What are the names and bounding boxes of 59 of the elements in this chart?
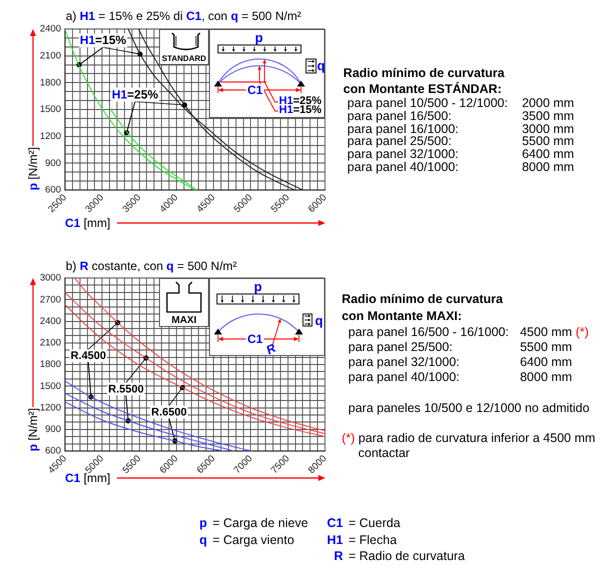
y-tick-label: 2100 xyxy=(40,50,61,62)
y-tick-label: 2700 xyxy=(40,294,61,306)
text: Radio mínimo de curvatura xyxy=(342,291,504,308)
annotation: R xyxy=(263,340,278,358)
chart-title: b) R costante, con q = 500 N/m² xyxy=(66,258,237,273)
profile-panel: MAXI xyxy=(159,278,209,327)
text: q = Carga viento xyxy=(199,532,296,548)
annotation: H1=25% xyxy=(112,88,159,102)
text: con Montante MAXI: xyxy=(342,308,463,325)
text: para panel 40/1000: 8000 mm xyxy=(347,160,574,174)
y-tick-label: 600 xyxy=(45,446,61,457)
y-tick-label: 1500 xyxy=(40,104,61,116)
annotation: MAXI xyxy=(172,315,196,327)
text: para paneles 10/500 e 12/1000 no admitido xyxy=(347,401,590,416)
text: con Montante ESTÁNDAR: xyxy=(343,81,503,98)
annotation: q xyxy=(317,58,325,74)
annotation: STANDARD xyxy=(162,54,206,64)
y-tick-label: 2100 xyxy=(40,338,61,348)
profile-panel: STANDARD xyxy=(159,29,209,65)
annotation: q xyxy=(315,313,323,328)
y-tick-label: 1500 xyxy=(40,380,61,392)
text: para panel 10/500 - 12/1000: 2000 mm xyxy=(347,96,574,110)
y-tick-label: 1800 xyxy=(40,359,61,370)
text: para panel 25/500: 5500 mm xyxy=(347,134,574,148)
y-axis-title: p [N/m²] xyxy=(26,408,40,451)
text: para panel 32/1000: 6400 mm xyxy=(347,146,574,161)
annotation: R.5500 xyxy=(108,384,144,396)
y-tick-label: 2400 xyxy=(40,24,61,35)
y-tick-label: 1200 xyxy=(40,402,61,414)
text: para panel 25/500: 5500 mm xyxy=(348,340,572,354)
y-axis-title: p [N/m²] xyxy=(26,146,40,190)
y-tick-label: 2400 xyxy=(40,316,61,327)
y-tick-label: 900 xyxy=(45,158,61,169)
text: H1 = Flecha xyxy=(327,532,398,548)
text: para panel 16/500 - 16/1000: 4500 mm (*) xyxy=(348,324,589,340)
text: R = Radio de curvatura xyxy=(334,548,465,566)
text: para panel 32/1000: 6400 mm xyxy=(348,355,572,370)
annotation: R.6500 xyxy=(151,406,187,419)
text: Radio mínimo de curvatura xyxy=(343,65,506,82)
y-tick-label: 600 xyxy=(45,184,61,196)
text: para panel 40/1000: 8000 mm xyxy=(348,370,572,384)
text: (*) para radio de curvatura inferior a 4500 mm contactar xyxy=(342,431,596,460)
x-axis-title: C1 [mm] xyxy=(65,216,110,230)
text: para panel 16/500: 3500 mm xyxy=(347,108,574,123)
y-tick-label: 900 xyxy=(45,424,61,435)
annotation: R.4500 xyxy=(70,350,106,362)
y-tick-label: 1800 xyxy=(40,77,61,88)
annotation: p xyxy=(255,30,263,46)
annotation: p xyxy=(254,279,262,294)
annotation: C1 xyxy=(247,82,263,97)
chart-title: a) H1 = 15% e 25% di C1, con q = 500 N/m² xyxy=(66,8,302,23)
y-tick-label: 3000 xyxy=(40,272,61,284)
y-tick-label: 1200 xyxy=(40,130,61,142)
annotation: H1=15% xyxy=(80,33,127,48)
annotation: C1 xyxy=(247,332,263,346)
annotation: H1=15% xyxy=(279,104,322,118)
text: para panel 16/1000: 3000 mm xyxy=(347,122,574,136)
text: C1 = Cuerda xyxy=(327,515,402,532)
text: p = Carga de nieve xyxy=(199,515,310,532)
